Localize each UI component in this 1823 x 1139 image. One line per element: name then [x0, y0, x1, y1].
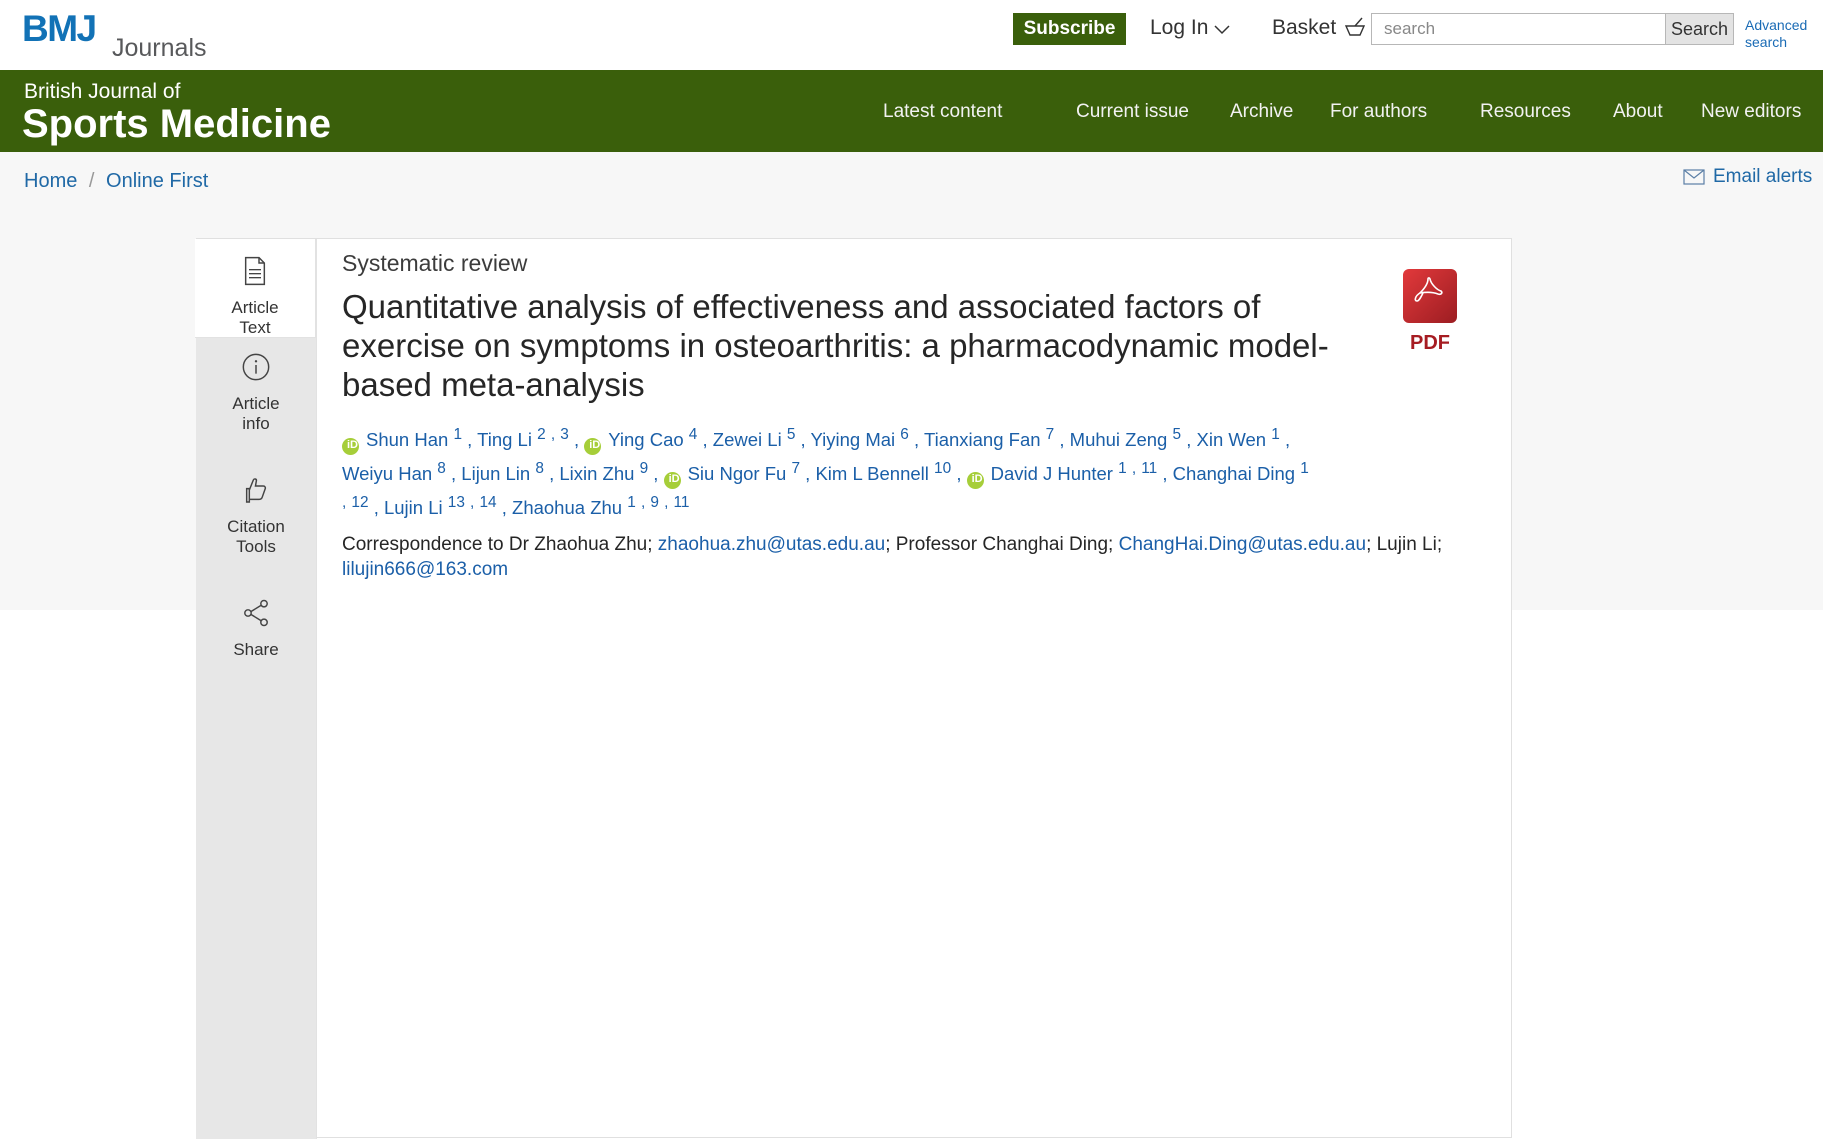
svg-text:BMJ: BMJ: [22, 8, 96, 49]
